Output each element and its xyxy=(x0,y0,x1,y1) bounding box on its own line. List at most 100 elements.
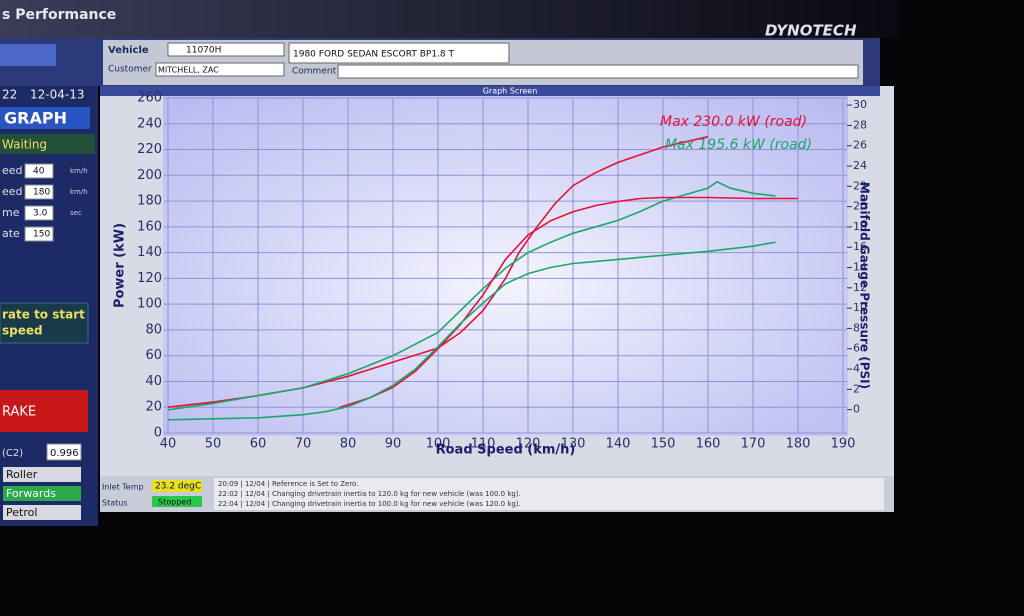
comment-box[interactable] xyxy=(337,64,859,79)
inlet-box xyxy=(152,480,202,492)
roller-box[interactable] xyxy=(3,467,81,482)
customer-label: Customer xyxy=(108,65,152,75)
x-tick-label: 160 xyxy=(696,437,721,452)
y-tick-label: 220 xyxy=(137,142,162,157)
y2-tick-label: 8 xyxy=(853,321,860,334)
x-tick-label: 110 xyxy=(471,437,496,452)
annotation: Max 230.0 kW (road) xyxy=(660,114,807,130)
field-box[interactable] xyxy=(24,226,54,242)
app-title: s Performance xyxy=(2,7,116,23)
field-value: 3.0 xyxy=(33,209,48,219)
y-tick-label: 120 xyxy=(137,271,162,286)
x-tick-label: 150 xyxy=(651,437,676,452)
y2-tick-label: 4 xyxy=(853,362,860,375)
field-box[interactable] xyxy=(24,163,54,179)
field-box[interactable] xyxy=(24,205,54,221)
vehicle-id: 11070H xyxy=(186,46,221,56)
y-tick-label: 240 xyxy=(137,116,162,131)
x-tick-label: 50 xyxy=(205,437,222,452)
prompt-box xyxy=(0,302,89,344)
x-tick-label: 130 xyxy=(561,437,586,452)
y2-tick-label: 30 xyxy=(853,98,867,111)
y2-tick-label: 10 xyxy=(853,301,867,314)
fuel-select[interactable] xyxy=(3,505,81,520)
description-box[interactable] xyxy=(288,42,510,64)
state-box xyxy=(0,134,95,154)
mode-select[interactable] xyxy=(0,107,90,129)
series-line xyxy=(338,196,798,409)
coef: 0.996 xyxy=(50,448,79,459)
log-line: 20:09 | 12/04 | Reference is Set to Zero… xyxy=(218,480,358,488)
vehicle-id-box[interactable] xyxy=(167,42,285,57)
y-tick-label: 80 xyxy=(145,322,162,337)
y2-tick-label: 22 xyxy=(853,179,867,192)
x-tick-label: 70 xyxy=(295,437,312,452)
field-box[interactable] xyxy=(24,184,54,200)
coef-box[interactable] xyxy=(46,443,82,461)
field-unit: sec xyxy=(70,209,82,217)
log-line: 22:04 | 12/04 | Changing drivetrain iner… xyxy=(218,500,521,508)
customer: MITCHELL, ZAC xyxy=(158,66,219,75)
vehicle-label: Vehicle xyxy=(108,45,149,56)
brake-button[interactable] xyxy=(0,390,88,432)
field-label: me xyxy=(2,206,20,219)
y2-tick-label: 24 xyxy=(853,159,867,172)
x-tick-label: 40 xyxy=(160,437,177,452)
graph-window-title: Graph Screen xyxy=(483,87,538,96)
title-bar xyxy=(0,0,900,38)
x-tick-label: 170 xyxy=(741,437,766,452)
y-tick-label: 20 xyxy=(145,400,162,415)
direction-select[interactable] xyxy=(3,486,81,501)
y2-tick-label: 14 xyxy=(853,261,867,274)
y2-tick-label: 2 xyxy=(853,382,860,395)
y-axis-title: Power (kW) xyxy=(113,223,128,308)
date: 12-04-13 xyxy=(30,88,84,102)
inlet-label: Inlet Temp xyxy=(102,483,144,492)
field-label: ate xyxy=(2,227,20,240)
y2-tick-label: 16 xyxy=(853,240,867,253)
fuel: Petrol xyxy=(6,506,37,519)
status-box xyxy=(152,496,202,507)
customer-box[interactable] xyxy=(155,62,285,77)
y-tick-label: 140 xyxy=(137,245,162,260)
field-label: eed xyxy=(2,185,23,198)
x-tick-label: 140 xyxy=(606,437,631,452)
x-tick-label: 90 xyxy=(385,437,402,452)
status-label: Status xyxy=(102,499,128,508)
prompt-line: rate to start xyxy=(2,308,85,322)
y2-tick-label: 26 xyxy=(853,139,867,152)
y-tick-label: 260 xyxy=(137,91,162,106)
y-tick-label: 180 xyxy=(137,194,162,209)
x-tick-label: 100 xyxy=(426,437,451,452)
field-label: eed xyxy=(2,164,23,177)
state: Waiting xyxy=(2,138,47,152)
field-unit: km/h xyxy=(70,188,88,196)
plot-area xyxy=(163,96,848,436)
y2-tick-label: 12 xyxy=(853,281,867,294)
series-line xyxy=(167,241,776,421)
y2-axis-title: Manifold Gauge Pressure (PSI) xyxy=(858,182,872,389)
y2-tick-label: 18 xyxy=(853,220,867,233)
brand: DYNOTECH xyxy=(765,22,857,40)
y-tick-label: 160 xyxy=(137,219,162,234)
log-box xyxy=(214,478,884,510)
y2-tick-label: 20 xyxy=(853,200,867,213)
x-tick-label: 60 xyxy=(250,437,267,452)
series-line xyxy=(167,180,776,411)
x-tick-label: 190 xyxy=(831,437,856,452)
x-tick-label: 80 xyxy=(340,437,357,452)
x-tick-label: 180 xyxy=(786,437,811,452)
log-line: 22:02 | 12/04 | Changing drivetrain iner… xyxy=(218,490,521,498)
brake-label: RAKE xyxy=(2,405,36,420)
y-tick-label: 100 xyxy=(137,297,162,312)
toolbar-icons[interactable] xyxy=(0,44,56,66)
y-tick-label: 200 xyxy=(137,168,162,183)
y2-tick-label: 6 xyxy=(853,342,860,355)
x-tick-label: 120 xyxy=(516,437,541,452)
y-tick-label: 0 xyxy=(154,426,162,441)
x-axis-title: Road Speed (km/h) xyxy=(436,443,576,458)
graph-title-bar xyxy=(100,86,880,96)
inlet: 23.2 degC xyxy=(155,482,201,492)
field-unit: km/h xyxy=(70,167,88,175)
